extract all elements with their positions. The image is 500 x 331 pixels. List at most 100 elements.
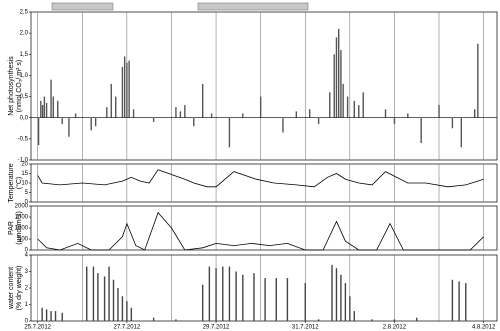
y-axis-label: PAR [8,221,15,235]
panel-frame [30,11,498,161]
bar [184,105,186,118]
bar [228,117,231,148]
y-tick-label: 1500 [15,215,29,221]
bar [110,83,112,118]
bar [393,319,396,321]
x-tick-label: 2.8.2012 [383,325,407,331]
bar [335,268,338,321]
bar [282,117,284,133]
y-tick-label: 0,5 [20,94,29,100]
bar [106,107,108,118]
bar [41,307,43,321]
y-tick-label: 3 [25,269,29,275]
y-tick-label: 2 [25,286,29,292]
bar [416,317,418,321]
y-tick-label: 15 [21,171,28,177]
panel-frame [30,254,498,322]
y-tick-label: 0,0 [20,115,29,121]
bar [50,311,52,321]
bar [353,311,356,321]
bar [349,296,351,321]
y-axis-label: (µmol/m²s) [16,211,23,245]
bar [108,266,110,321]
bar [259,96,262,118]
bar [346,96,349,118]
bar [40,100,42,118]
bar [458,281,460,321]
bar [337,28,340,118]
bar [90,117,92,131]
bar [43,96,46,118]
bar [74,113,77,118]
bar [340,274,342,321]
x-tick-label: 27.7.2012 [114,325,141,331]
bar [222,266,224,321]
bar [358,105,360,118]
bar [45,102,48,118]
bar [115,96,117,118]
y-axis-label: Net photosynthesis [8,56,15,116]
bar [304,283,306,321]
period-bar [51,2,114,11]
bar [97,273,99,321]
line [37,169,484,188]
line [37,211,484,251]
y-tick-label: 20 [21,162,28,168]
y-tick-label: -1,0 [18,158,29,164]
y-tick-label: 0 [25,319,29,325]
y-tick-label: 2000 [15,204,29,210]
bar [295,111,298,118]
bar [121,296,124,321]
bar [68,117,70,137]
bar [117,288,119,321]
bar [128,60,130,118]
bar [121,66,124,118]
bar [340,50,342,118]
bar [353,100,356,118]
bar [317,319,320,321]
bar [477,43,479,118]
bar [152,317,155,321]
bar [94,117,97,127]
bar [52,96,54,118]
bar [45,309,48,321]
bar [61,312,63,321]
bar [384,109,387,118]
bar [329,92,331,118]
bar [420,117,422,144]
bar [37,117,40,146]
y-tick-label: 2,5 [20,10,29,16]
bar [123,56,126,118]
bar [215,268,217,321]
x-tick-label: 4.8.2012 [472,325,496,331]
bar [210,113,213,118]
bar [451,117,454,129]
y-tick-label: 0 [25,248,29,254]
bar [228,266,231,321]
bar [126,301,128,321]
y-axis-label: Temperature [8,163,15,202]
y-tick-label: 1000 [15,226,29,232]
y-tick-label: 1,0 [20,73,29,79]
bar [333,54,335,118]
bar [86,266,88,321]
bar [132,109,135,118]
x-tick-label: 25.7.2012 [24,325,51,331]
bar [57,100,59,118]
bar [208,266,211,321]
bar [460,117,463,148]
bar [309,109,311,118]
bar [201,284,204,321]
y-axis-label: (°C) [15,177,23,190]
bar [264,278,266,321]
y-axis-label: (% dry weight) [16,266,23,311]
bar [235,271,237,321]
bar [126,62,128,118]
bar [253,273,255,321]
y-tick-label: 500 [18,237,29,243]
bar [54,311,57,321]
bar [438,105,440,118]
bar [179,111,182,118]
bar [275,278,277,321]
